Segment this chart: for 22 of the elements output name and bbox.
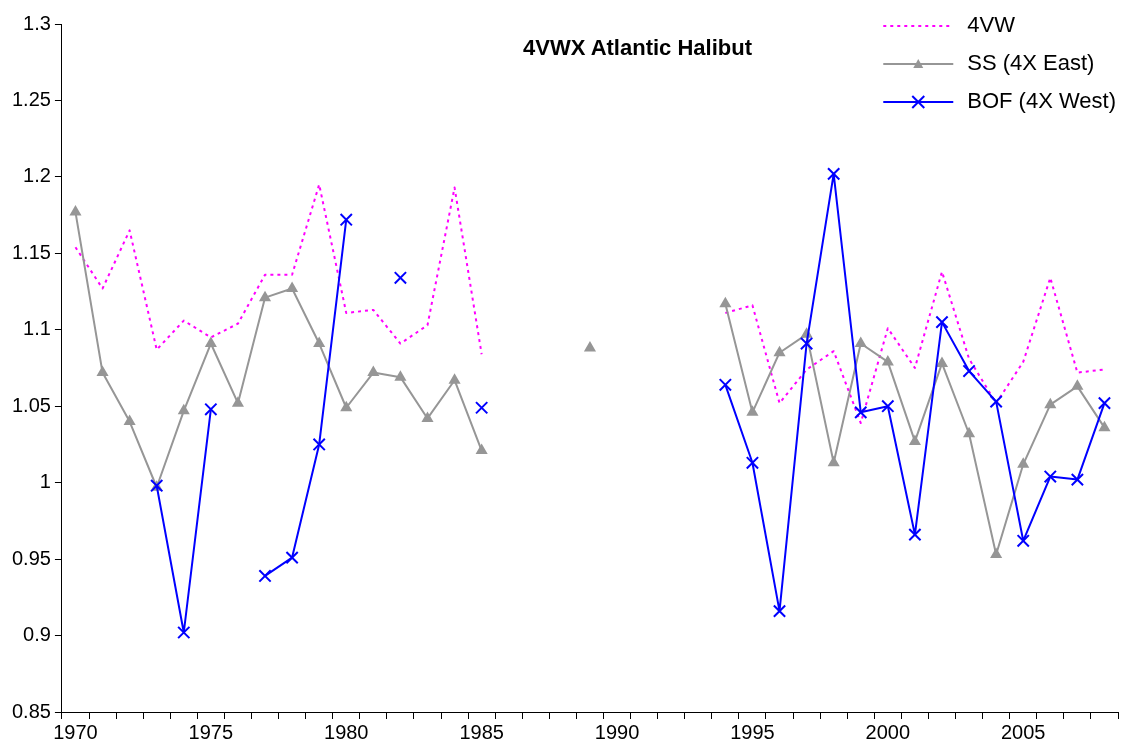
y-tick-label: 1.3	[23, 11, 51, 34]
x-tick-label: 2005	[1000, 720, 1046, 743]
y-tick-label: 1.15	[11, 240, 51, 263]
legend-label: 4VW	[967, 12, 1016, 38]
y-tick-label: 1	[39, 470, 51, 493]
y-tick-label: 0.95	[11, 546, 51, 569]
legend-label: BOF (4X West)	[967, 88, 1117, 114]
x-tick-label: 1975	[188, 720, 234, 743]
x-tick-label: 1990	[594, 720, 640, 743]
x-tick-label: 1995	[730, 720, 775, 743]
x-tick-label: 1970	[53, 720, 98, 743]
y-tick-label: 1.05	[11, 393, 51, 416]
x-tick-label: 2000	[865, 720, 911, 743]
legend-label: SS (4X East)	[967, 50, 1095, 76]
y-tick-label: 0.85	[11, 699, 51, 722]
y-tick-label: 1.1	[23, 317, 51, 340]
x-tick-label: 1985	[459, 720, 504, 743]
y-tick-label: 0.9	[23, 623, 51, 646]
x-tick-label: 1980	[324, 720, 369, 743]
y-tick-label: 1.2	[23, 164, 51, 187]
text: 4VWX Atlantic Halibut	[522, 35, 753, 61]
y-tick-label: 1.25	[11, 87, 51, 110]
